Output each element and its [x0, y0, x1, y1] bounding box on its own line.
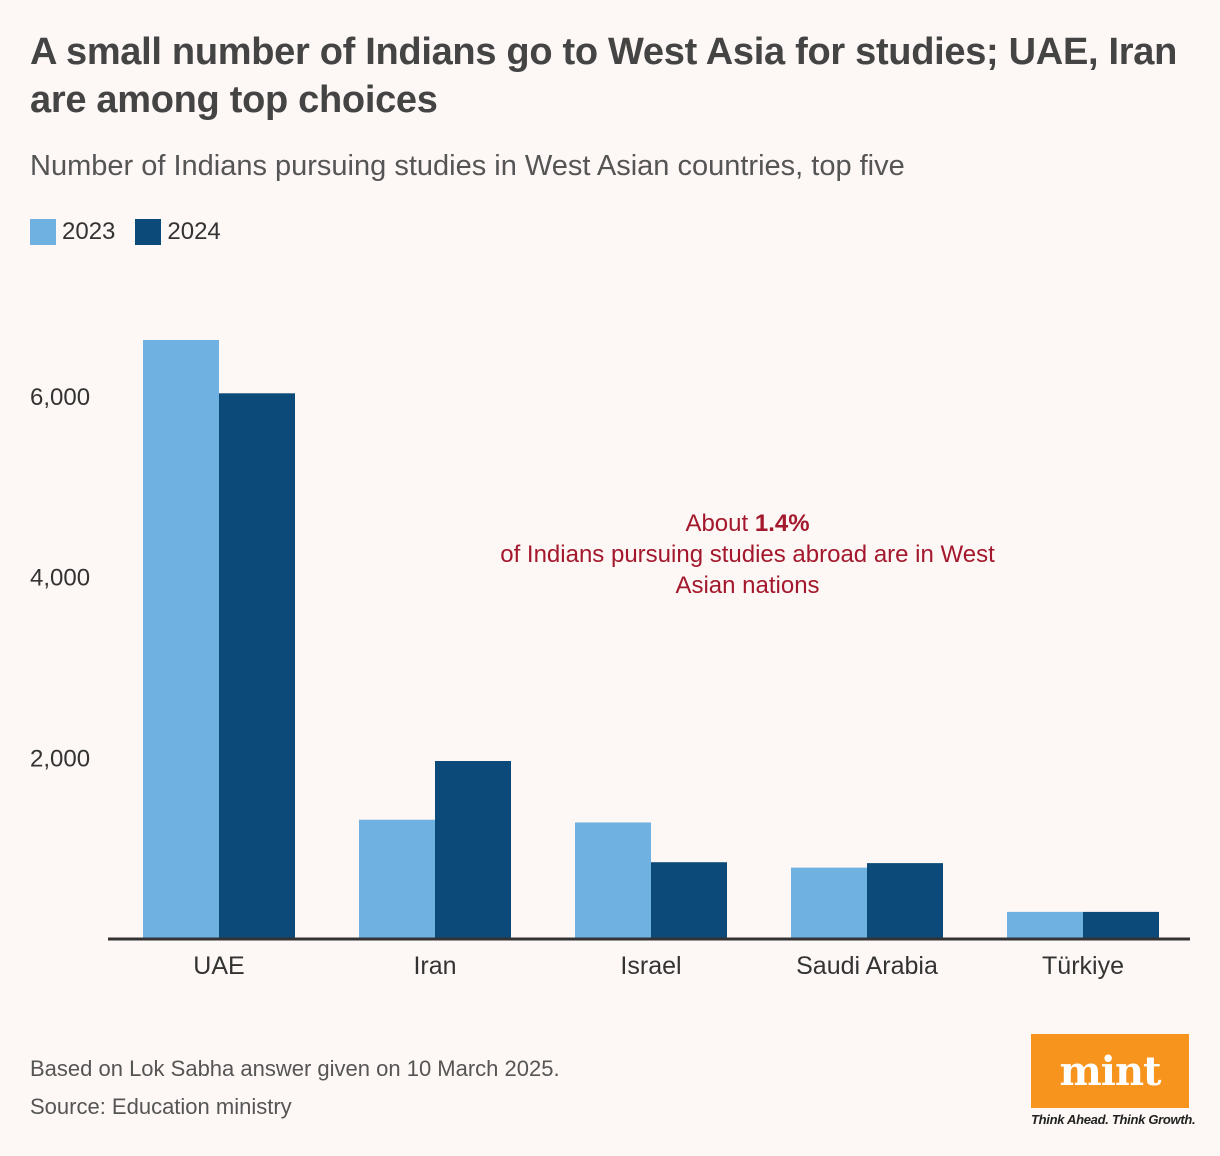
bar-2024-israel [651, 862, 727, 939]
x-tick-label: Saudi Arabia [796, 952, 938, 980]
annotation-text: of Indians pursuing studies abroad are i… [500, 541, 995, 599]
y-tick-label: 6,000 [30, 384, 90, 411]
chart-annotation: About 1.4% of Indians pursuing studies a… [470, 508, 1025, 601]
bar-2023-uae [143, 340, 219, 939]
y-tick-label: 2,000 [30, 745, 90, 772]
footnote: Based on Lok Sabha answer given on 10 Ma… [30, 1056, 560, 1081]
source-note: Source: Education ministry [30, 1094, 292, 1119]
legend: 2023 2024 [30, 218, 221, 246]
bar-2024-saudi-arabia [867, 863, 943, 939]
mint-logo: mint [1031, 1034, 1189, 1108]
x-tick-label: Türkiye [1042, 952, 1124, 980]
bar-2023-türkiye [1007, 911, 1083, 939]
annotation-prefix: About [685, 510, 755, 537]
legend-swatch-2024 [135, 219, 162, 245]
legend-item-2024: 2024 [135, 218, 221, 246]
bar-2024-türkiye [1083, 911, 1159, 939]
bar-2023-israel [575, 822, 651, 939]
annotation-highlight: 1.4% [754, 510, 810, 537]
bar-2024-iran [435, 761, 511, 939]
chart-subtitle: Number of Indians pursuing studies in We… [30, 150, 905, 182]
bar-2023-iran [359, 819, 435, 939]
legend-label-2023: 2023 [62, 218, 116, 245]
chart-title: A small number of Indians go to West Asi… [30, 31, 1177, 121]
bar-chart: 2,000 4,000 6,000 UAE Iran Israel Saudi Arabia… [30, 340, 1190, 980]
bar-2023-saudi-arabia [791, 867, 867, 939]
legend-label-2024: 2024 [167, 218, 221, 245]
bar-2024-uae [219, 393, 295, 939]
x-tick-label: Iran [413, 952, 456, 980]
logo-tagline: Think Ahead. Think Growth. [1031, 1112, 1196, 1127]
x-tick-label: Israel [620, 952, 681, 980]
mint-logo-text: mint [1059, 1047, 1161, 1095]
y-tick-label: 4,000 [30, 565, 90, 592]
x-tick-label: UAE [193, 952, 244, 980]
legend-item-2023: 2023 [30, 218, 115, 246]
legend-swatch-2023 [30, 219, 56, 245]
